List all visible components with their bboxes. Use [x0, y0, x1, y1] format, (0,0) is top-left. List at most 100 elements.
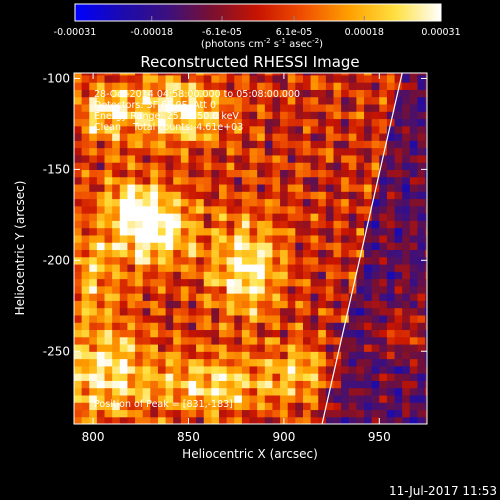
heatmap-cell	[341, 343, 350, 352]
heatmap-cell	[127, 140, 136, 149]
heatmap-cell	[157, 183, 167, 192]
heatmap-cell	[333, 416, 342, 424]
heatmap-cell	[264, 89, 274, 98]
heatmap-cell	[371, 343, 380, 352]
heatmap-cell	[379, 271, 388, 280]
heatmap-cell	[196, 351, 205, 360]
heatmap-cell	[348, 82, 357, 90]
heatmap-cell	[310, 227, 319, 236]
heatmap-cell	[241, 373, 251, 381]
heatmap-cell	[127, 162, 136, 170]
heatmap-cell	[241, 183, 251, 192]
heatmap-cell	[379, 96, 388, 105]
heatmap-cell	[188, 183, 197, 192]
heatmap-cell	[234, 133, 243, 141]
heatmap-cell	[272, 147, 281, 156]
heatmap-cell	[173, 387, 182, 396]
heatmap-cell	[188, 263, 197, 272]
heatmap-cell	[341, 183, 350, 192]
heatmap-cell	[310, 73, 319, 76]
heatmap-cell	[180, 140, 190, 149]
heatmap-cell	[318, 293, 327, 301]
heatmap-cell	[203, 307, 212, 316]
heatmap-cell	[173, 118, 182, 127]
heatmap-cell	[272, 365, 281, 374]
heatmap-cell	[302, 74, 312, 83]
heatmap-cell	[226, 198, 235, 207]
heatmap-cell	[379, 329, 388, 338]
heatmap-cell	[409, 263, 419, 272]
heatmap-cell	[188, 394, 197, 403]
heatmap-cell	[348, 300, 357, 309]
heatmap-cell	[89, 300, 98, 309]
heatmap-cell	[379, 220, 388, 229]
heatmap-cell	[402, 183, 411, 192]
heatmap-cell	[302, 162, 312, 170]
heatmap-cell	[89, 380, 98, 389]
heatmap-cell	[203, 133, 212, 141]
heatmap-cell	[302, 183, 312, 192]
heatmap-cell	[264, 234, 274, 243]
heatmap-cell	[371, 198, 380, 207]
heatmap-cell	[188, 307, 197, 316]
heatmap-cell	[150, 373, 159, 381]
heatmap-cell	[302, 409, 312, 418]
heatmap-cell	[379, 140, 388, 149]
heatmap-cell	[203, 154, 212, 163]
heatmap-cell	[364, 133, 373, 141]
heatmap-cell	[180, 358, 190, 367]
heatmap-cell	[104, 118, 113, 127]
heatmap-cell	[173, 336, 182, 345]
heatmap-cell	[272, 74, 281, 83]
heatmap-cell	[348, 227, 357, 236]
heatmap-cell	[295, 169, 304, 178]
heatmap-cell	[150, 125, 159, 134]
heatmap-cell	[364, 351, 373, 360]
heatmap-cell	[226, 278, 235, 287]
heatmap-cell	[81, 314, 90, 323]
heatmap-cell	[226, 140, 235, 149]
heatmap-cell	[241, 198, 251, 207]
heatmap-cell	[356, 191, 365, 200]
heatmap-cell	[302, 373, 312, 381]
heatmap-cell	[295, 365, 304, 374]
heatmap-cell	[371, 380, 380, 389]
heatmap-cell	[394, 96, 403, 105]
heatmap-cell	[196, 285, 205, 294]
heatmap-cell	[81, 191, 90, 200]
heatmap-cell	[150, 409, 159, 418]
heatmap-cell	[173, 358, 182, 367]
heatmap-cell	[165, 249, 174, 258]
heatmap-cell	[81, 300, 90, 309]
heatmap-cell	[425, 271, 427, 280]
heatmap-cell	[356, 351, 365, 360]
heatmap-cell	[81, 336, 90, 345]
heatmap-cell	[104, 373, 113, 381]
heatmap-cell	[127, 242, 136, 251]
heatmap-cell	[425, 154, 427, 163]
heatmap-cell	[96, 213, 106, 221]
heatmap-cell	[119, 111, 129, 120]
heatmap-cell	[127, 263, 136, 272]
heatmap-cell	[280, 191, 289, 200]
heatmap-cell	[249, 234, 258, 243]
heatmap-cell	[112, 82, 121, 90]
heatmap-cell	[295, 343, 304, 352]
heatmap-cell	[219, 387, 228, 396]
heatmap-cell	[386, 278, 396, 287]
heatmap-cell	[280, 162, 289, 170]
heatmap-cell	[241, 111, 251, 120]
heatmap-cell	[165, 285, 174, 294]
colorbar-tick-label: -0.00018	[130, 27, 173, 38]
heatmap-cell	[310, 358, 319, 367]
heatmap-cell	[211, 154, 220, 163]
heatmap-cell	[409, 409, 419, 418]
heatmap-cell	[226, 365, 235, 374]
heatmap-cell	[127, 409, 136, 418]
heatmap-cell	[295, 242, 304, 251]
heatmap-cell	[112, 140, 121, 149]
heatmap-cell	[402, 285, 411, 294]
heatmap-cell	[127, 416, 136, 424]
heatmap-cell	[264, 198, 274, 207]
heatmap-cell	[325, 125, 335, 134]
